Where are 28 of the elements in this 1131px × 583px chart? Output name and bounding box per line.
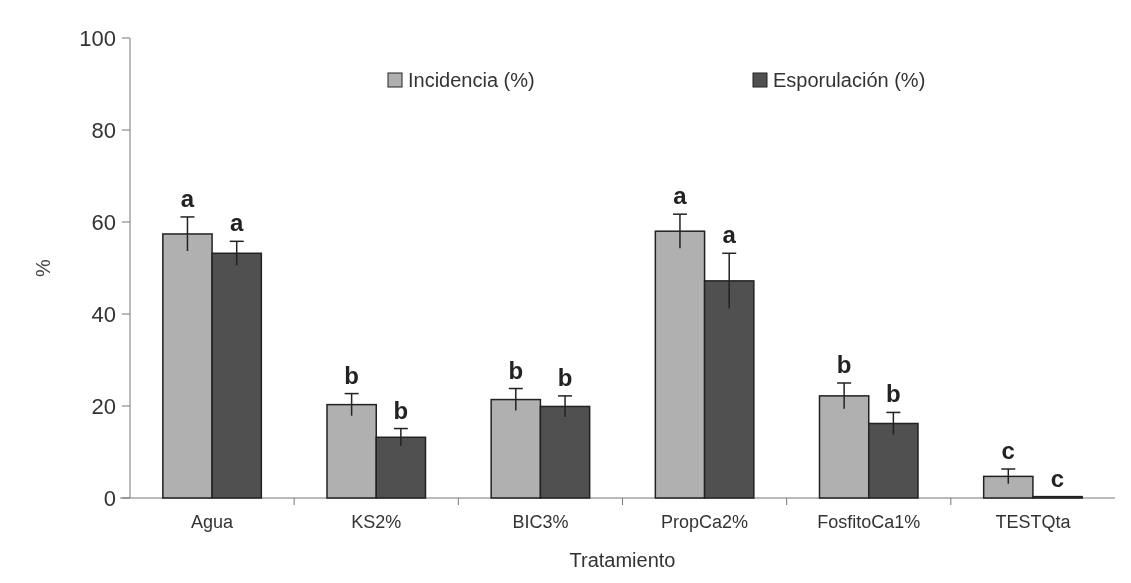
x-tick-label: TESTQta xyxy=(995,512,1072,532)
annotation: b xyxy=(886,380,901,408)
x-tick-label: PropCa2% xyxy=(661,512,749,532)
x-tick-label: Agua xyxy=(191,512,235,532)
annotation: b xyxy=(836,351,852,378)
x-tick-label: FosfitoCa1% xyxy=(817,512,921,532)
legend-label: Incidencia (%) xyxy=(408,69,535,91)
y-tick-label: 80 xyxy=(91,117,116,143)
annotation: b xyxy=(557,363,573,391)
y-tick-label: 100 xyxy=(79,25,116,51)
annotation: a xyxy=(673,182,688,210)
x-tick-label: BIC3% xyxy=(512,512,569,532)
annotation: a xyxy=(230,209,245,237)
annotation: b xyxy=(508,356,524,384)
x-tick-label: KS2% xyxy=(351,512,402,532)
annotation: a xyxy=(722,221,737,249)
legend-label: Esporulación (%) xyxy=(773,69,926,91)
annotation: b xyxy=(344,361,359,389)
y-tick-label: 0 xyxy=(103,485,116,511)
y-axis-title: % xyxy=(32,258,54,277)
annotation: c xyxy=(1050,464,1065,492)
annotation: a xyxy=(180,184,195,212)
annotation: b xyxy=(393,396,409,424)
y-tick-label: 40 xyxy=(91,301,116,327)
y-tick-label: 20 xyxy=(91,393,116,419)
y-tick-label: 60 xyxy=(91,209,116,235)
x-axis-title: Tratamiento xyxy=(569,549,676,571)
annotation: c xyxy=(1001,437,1015,465)
